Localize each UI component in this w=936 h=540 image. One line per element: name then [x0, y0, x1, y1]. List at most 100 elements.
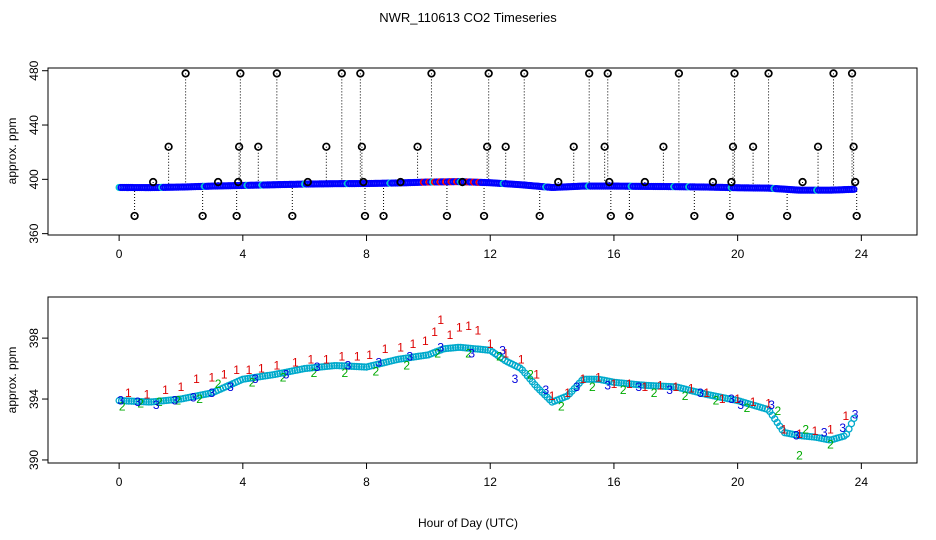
series-2-point: 2: [311, 366, 318, 380]
bottom-circle-point: [449, 344, 457, 352]
bottom-circle-point: [318, 363, 326, 371]
bottom-circle-point: [355, 363, 363, 371]
bottom-circle-point: [649, 382, 658, 390]
bottom-circle-point: [615, 379, 623, 387]
outlier-point: [849, 142, 858, 151]
bottom-circle-point: [466, 344, 475, 353]
outlier-point: [442, 211, 452, 221]
bottom-circle-point: [471, 345, 480, 353]
outlier-point: [236, 69, 245, 78]
bottom-circle-point: [474, 345, 482, 353]
series-1-point: 1: [595, 371, 602, 385]
bottom-circle-point: [795, 431, 804, 440]
bottom-circle-point: [469, 344, 477, 353]
outlier-point: [748, 142, 758, 151]
bottom-x-tick-label: 16: [607, 475, 621, 489]
series-1-point: 1: [422, 334, 429, 348]
series-2-point: 2: [175, 394, 182, 408]
bottom-circle-point: [657, 382, 665, 390]
bottom-circle-point: [157, 397, 165, 405]
outlier-point: [829, 69, 838, 78]
outlier-point: [850, 177, 860, 187]
series-1-point: 1: [193, 372, 200, 386]
series-1-point: 1: [719, 392, 726, 406]
bottom-circle-point: [442, 344, 450, 353]
top-y-tick-label: 360: [27, 223, 41, 243]
series-2-point: 2: [713, 394, 720, 408]
outlier-point: [360, 211, 370, 221]
bottom-circle-point: [481, 346, 489, 354]
outlier-point: [603, 69, 612, 78]
series-2-point: 2: [119, 400, 126, 414]
bottom-circle-point: [162, 396, 170, 405]
outlier-point: [606, 211, 615, 221]
bottom-circle-point: [308, 364, 316, 372]
series-2-point: 2: [342, 366, 349, 380]
bottom-circle-point: [798, 432, 806, 440]
top-y-axis: 360 400 440 480: [27, 60, 48, 244]
series-3-point: 3: [153, 398, 160, 412]
bottom-circle-point: [639, 381, 648, 389]
bottom-plot-frame: [47, 296, 918, 464]
outlier-point: [674, 69, 684, 78]
bottom-circle-point: [145, 398, 153, 406]
outlier-point: [234, 142, 244, 151]
series-1-point: 1: [657, 378, 664, 392]
bottom-circle-point: [169, 396, 178, 404]
bottom-circle-point: [454, 343, 462, 352]
bottom-circle-point: [125, 397, 133, 405]
series-2-point: 2: [651, 386, 658, 400]
series-1-point: 1: [397, 340, 404, 354]
outlier-point: [764, 69, 773, 78]
top-x-axis: 0 4 8 12 16 20 24: [116, 235, 868, 261]
series-3-point: 3: [117, 394, 124, 408]
bottom-circle-point: [664, 382, 673, 391]
series-1-point: 1: [274, 359, 281, 373]
bottom-circle-point: [345, 362, 353, 370]
series-2-point: 2: [774, 404, 781, 418]
series-1-point: 1: [475, 324, 482, 338]
series-1-point: 1: [487, 337, 494, 351]
bottom-circle-point: [305, 364, 314, 372]
series-1-point: 1: [447, 328, 454, 342]
series-1-point: 1: [178, 380, 185, 394]
series-1-point: 1: [246, 363, 253, 377]
bottom-y-tick-label: 394: [27, 389, 41, 409]
top-x-tick-label: 4: [239, 247, 246, 261]
bottom-circle-point: [137, 398, 146, 406]
outlier-point: [482, 142, 492, 151]
series-3-point: 3: [227, 380, 234, 394]
bottom-circle-point: [338, 362, 346, 370]
bottom-circle-point: [155, 397, 163, 405]
bottom-circle-point: [333, 361, 341, 370]
outlier-point: [585, 69, 594, 78]
top-panel: 0 4 8 12 16 20 24 360 400 440 480 approx. ppm: [5, 60, 918, 261]
outlier-point: [640, 177, 650, 187]
outlier-point: [690, 211, 699, 221]
outlier-point: [798, 177, 807, 187]
bottom-circle-point: [164, 396, 173, 404]
outlier-point: [213, 177, 223, 187]
bottom-circle-point: [620, 379, 628, 387]
bottom-circle-point: [592, 375, 601, 383]
bottom-circle-point: [622, 379, 630, 388]
bottom-circle-point: [360, 363, 368, 371]
series-1-point: 1: [431, 325, 438, 339]
outlier-point: [852, 211, 861, 221]
outlier-point: [288, 211, 297, 221]
outlier-point: [427, 69, 436, 78]
bottom-circle-point: [340, 362, 348, 370]
series-1-point: 1: [382, 342, 389, 356]
bottom-circle-point: [150, 398, 158, 406]
bottom-circle-point: [172, 395, 180, 404]
series-1-point: 1: [338, 349, 345, 363]
bottom-x-tick-label: 12: [484, 475, 498, 489]
series-1-point: 1: [437, 313, 444, 327]
bottom-x-tick-label: 24: [855, 475, 869, 489]
top-x-tick-label: 8: [363, 247, 370, 261]
series-3-point: 3: [604, 378, 611, 392]
bottom-circle-point: [625, 380, 633, 388]
